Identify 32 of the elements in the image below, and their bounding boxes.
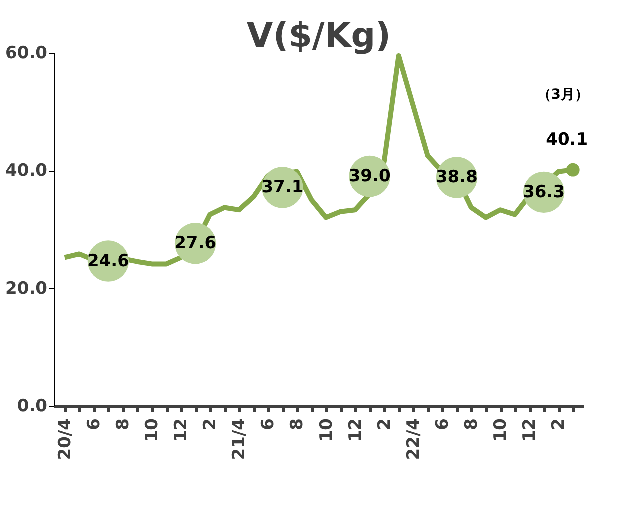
data-label: 39.0	[348, 166, 391, 187]
data-label: 40.1	[546, 130, 588, 150]
x-tick-label: 12	[520, 418, 540, 442]
x-tick-label: 10	[491, 418, 512, 442]
x-tick-label: 6	[432, 418, 453, 430]
x-tick-label: 2	[374, 418, 395, 430]
x-tick-label: 21/4	[230, 418, 250, 460]
x-tick-label: 8	[113, 418, 134, 430]
x-tick-label: 10	[316, 418, 337, 442]
x-tick-label: 6	[258, 418, 279, 430]
x-tick-label: 12	[172, 418, 192, 442]
annotation: （3月）	[537, 87, 589, 103]
x-tick-label: 6	[84, 418, 104, 430]
x-tick-label: 8	[462, 418, 482, 430]
x-tick-label: 2	[549, 418, 570, 430]
data-label: 36.3	[523, 182, 566, 202]
y-tick-label: 60.0	[6, 44, 48, 64]
x-tick-label: 22/4	[404, 418, 424, 460]
data-label: 27.6	[174, 234, 217, 254]
point	[566, 163, 580, 177]
y-tick-label: 0.0	[17, 396, 48, 416]
x-tick-label: 10	[142, 418, 163, 442]
chart-title: V($/Kg)	[246, 16, 392, 56]
y-tick-label: 20.0	[6, 278, 48, 299]
data-label: 38.8	[436, 168, 478, 188]
x-tick-label: 2	[200, 418, 221, 430]
x-tick-label: 12	[346, 418, 366, 442]
data-label: 37.1	[262, 178, 304, 198]
y-tick-label: 40.0	[6, 161, 48, 182]
x-tick-label: 8	[288, 418, 308, 430]
data-label: 24.6	[87, 251, 130, 272]
x-tick-label: 20/4	[55, 418, 76, 460]
